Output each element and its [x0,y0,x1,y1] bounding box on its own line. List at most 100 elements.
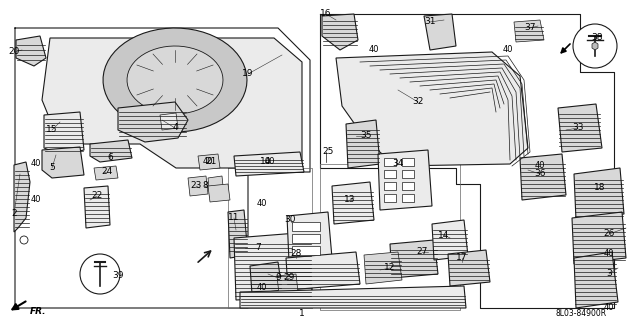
Circle shape [573,24,617,68]
Polygon shape [208,176,224,198]
Polygon shape [188,176,208,196]
Text: FR.: FR. [30,307,47,316]
Bar [292,222,320,231]
Polygon shape [90,140,132,162]
Polygon shape [448,250,490,286]
Text: 40: 40 [503,45,513,54]
Text: 40: 40 [203,157,213,166]
Polygon shape [574,168,624,220]
Polygon shape [336,52,528,166]
Bar [402,182,414,190]
Text: 8: 8 [202,181,208,190]
Bar [384,194,396,202]
Text: 9: 9 [275,274,281,283]
Text: 40: 40 [31,159,41,169]
Text: 33: 33 [572,124,583,132]
Text: 37: 37 [524,23,536,33]
Text: 31: 31 [424,18,436,27]
Polygon shape [592,42,598,50]
Text: 40: 40 [257,199,268,209]
Polygon shape [287,212,332,262]
Polygon shape [42,147,84,178]
Text: 14: 14 [438,230,450,239]
Text: 12: 12 [384,263,396,273]
Text: 6: 6 [107,154,113,163]
Text: 13: 13 [344,196,355,204]
Text: 28: 28 [290,250,302,259]
Text: 18: 18 [594,183,606,193]
Polygon shape [378,150,432,210]
Polygon shape [424,14,456,50]
Text: 16: 16 [320,10,332,19]
Text: 36: 36 [534,170,546,179]
Polygon shape [240,286,466,308]
Text: 20: 20 [8,47,20,57]
Bar [402,158,414,166]
Text: 40: 40 [265,157,275,166]
Polygon shape [44,112,84,155]
Polygon shape [286,252,360,290]
Polygon shape [277,274,298,294]
Text: 40: 40 [534,162,545,171]
Bar [292,246,320,255]
Text: 40: 40 [604,303,614,313]
Text: 40: 40 [257,284,268,292]
Text: 27: 27 [417,247,427,257]
Text: 23: 23 [190,181,202,190]
Polygon shape [228,210,248,258]
Polygon shape [118,102,188,142]
Text: 21: 21 [205,157,217,166]
Text: 30: 30 [284,215,296,225]
Polygon shape [42,38,302,168]
Text: 5: 5 [49,164,55,172]
Text: 35: 35 [361,132,372,140]
Polygon shape [103,28,247,132]
Text: 39: 39 [112,271,124,281]
Text: 22: 22 [91,191,103,201]
Text: 10: 10 [261,157,272,166]
Bar [402,194,414,202]
Polygon shape [558,104,602,152]
Text: 2: 2 [11,210,17,219]
Text: 11: 11 [228,213,240,222]
Polygon shape [390,240,438,278]
Polygon shape [574,252,618,308]
Polygon shape [322,14,358,50]
Text: 25: 25 [322,148,334,156]
Circle shape [20,236,28,244]
Polygon shape [250,262,282,294]
Text: 19: 19 [242,69,254,78]
Polygon shape [208,184,230,202]
Text: 34: 34 [392,159,404,169]
Text: 24: 24 [101,167,113,177]
Bar [384,170,396,178]
Text: 1: 1 [299,309,305,318]
Text: 32: 32 [412,98,424,107]
Bar [292,234,320,243]
Bar [384,158,396,166]
Text: 8L03-84900R: 8L03-84900R [555,309,606,318]
Polygon shape [364,252,402,284]
Polygon shape [127,46,223,114]
Text: 17: 17 [456,253,468,262]
Polygon shape [160,113,178,130]
Polygon shape [432,220,468,260]
Bar [402,170,414,178]
Text: 40: 40 [604,250,614,259]
Text: 4: 4 [172,124,178,132]
Text: 15: 15 [47,125,58,134]
Polygon shape [234,152,304,176]
Polygon shape [14,162,30,232]
Polygon shape [94,166,118,180]
Text: 3: 3 [606,269,612,278]
Circle shape [80,254,120,294]
Text: 40: 40 [369,45,379,54]
Polygon shape [16,36,46,66]
Polygon shape [198,154,220,170]
Text: 29: 29 [283,274,295,283]
Bar [384,182,396,190]
Polygon shape [346,120,380,168]
Text: 26: 26 [603,229,615,238]
Text: 7: 7 [255,244,261,252]
Text: 38: 38 [591,34,603,43]
